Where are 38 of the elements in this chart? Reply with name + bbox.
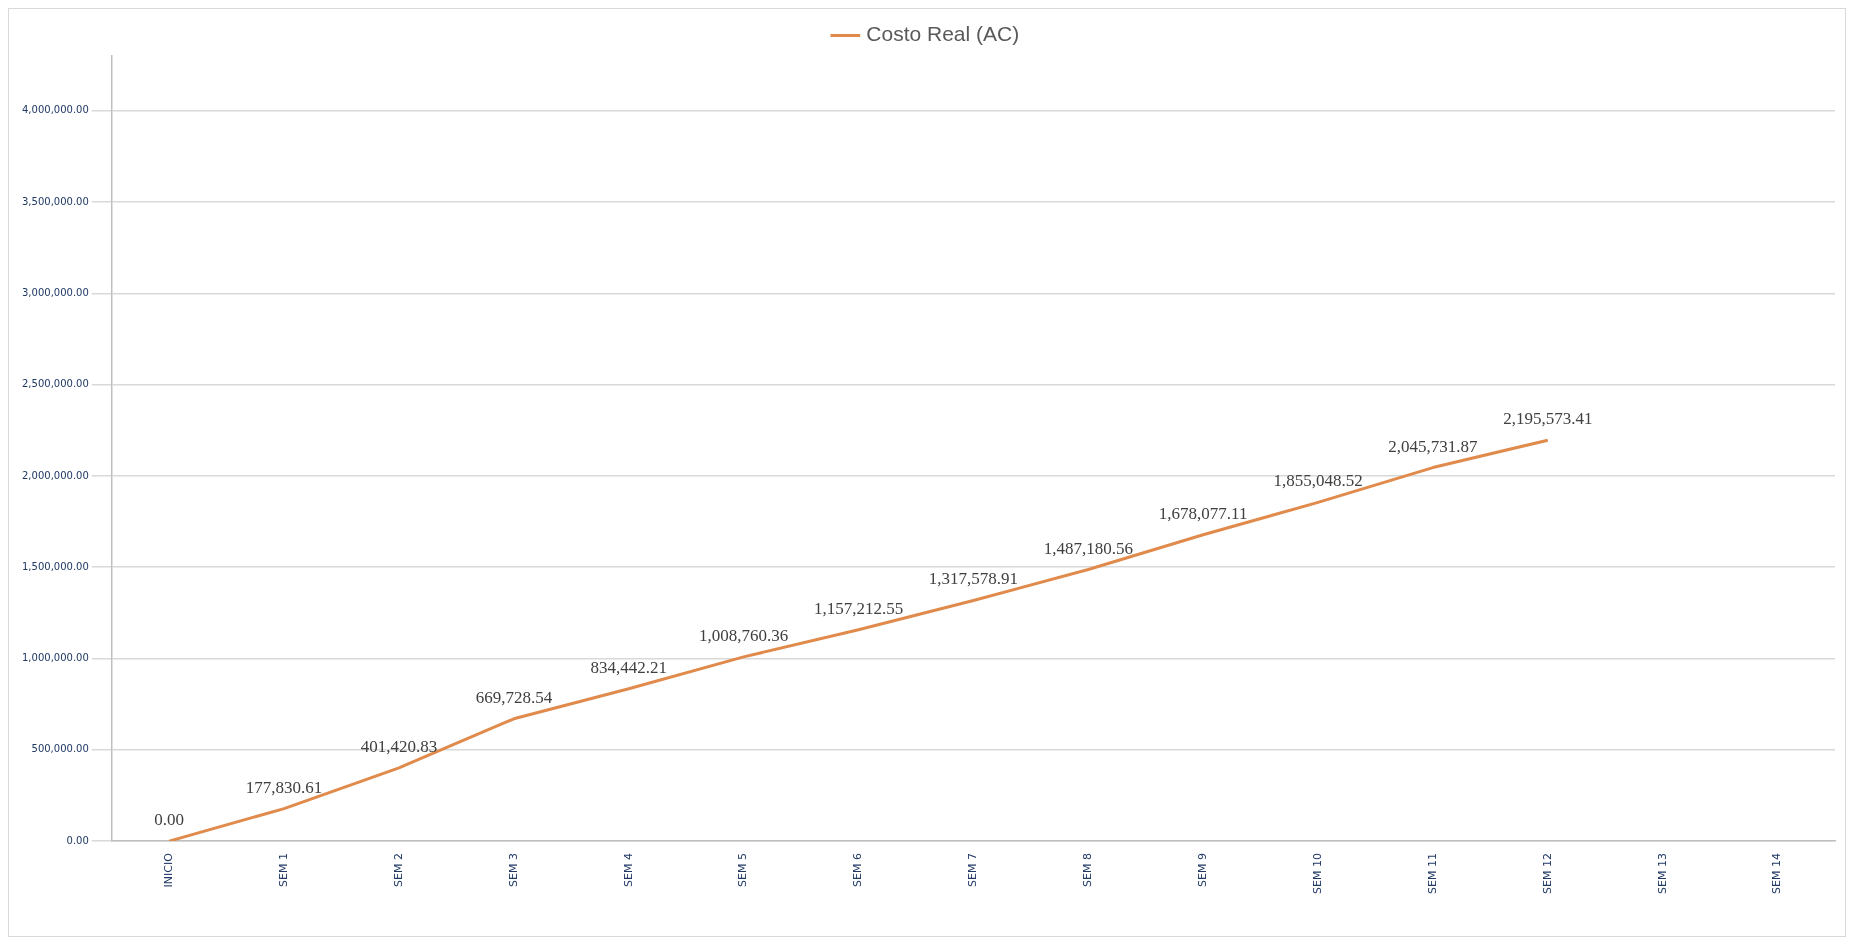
x-tick-label: SEM 12 bbox=[1540, 853, 1554, 894]
x-tick-label: SEM 4 bbox=[621, 853, 635, 887]
x-tick-label: SEM 14 bbox=[1770, 853, 1784, 894]
y-tick-label: 2,500,000.00 bbox=[22, 378, 89, 390]
data-label: 1,678,077.11 bbox=[1158, 503, 1248, 523]
y-tick-label: 0.00 bbox=[66, 834, 89, 846]
data-label: 2,045,731.87 bbox=[1388, 436, 1479, 456]
x-tick-label: SEM 13 bbox=[1655, 853, 1669, 894]
data-label: 1,855,048.52 bbox=[1273, 471, 1363, 491]
data-label: 1,487,180.56 bbox=[1043, 538, 1133, 558]
x-tick-label: SEM 8 bbox=[1081, 853, 1095, 887]
x-tick-label: SEM 9 bbox=[1196, 853, 1210, 887]
data-label: 177,830.61 bbox=[245, 777, 323, 797]
y-tick-label: 1,500,000.00 bbox=[22, 560, 89, 572]
x-tick-label: SEM 5 bbox=[736, 853, 750, 887]
data-label: 2,195,573.41 bbox=[1503, 409, 1593, 429]
x-tick-label: SEM 7 bbox=[966, 853, 980, 887]
legend-label: Costo Real (AC) bbox=[866, 22, 1020, 46]
data-label: 1,157,212.55 bbox=[813, 598, 904, 618]
y-tick-label: 2,000,000.00 bbox=[22, 469, 89, 481]
x-tick-label: SEM 3 bbox=[506, 853, 520, 887]
x-tick-label: SEM 10 bbox=[1310, 853, 1324, 894]
y-tick-label: 3,000,000.00 bbox=[22, 286, 89, 298]
x-tick-label: SEM 2 bbox=[391, 853, 405, 887]
x-tick-label: INICIO bbox=[162, 852, 176, 888]
x-tick-label: SEM 1 bbox=[276, 853, 290, 887]
data-label: 1,317,578.91 bbox=[928, 569, 1019, 589]
data-label: 834,442.21 bbox=[590, 657, 668, 677]
x-tick-label: SEM 11 bbox=[1425, 853, 1439, 894]
x-tick-label: SEM 6 bbox=[851, 853, 865, 887]
data-label: 0.00 bbox=[154, 810, 185, 830]
data-label: 669,728.54 bbox=[475, 687, 553, 707]
data-label: 1,008,760.36 bbox=[699, 625, 789, 645]
y-tick-label: 4,000,000.00 bbox=[22, 104, 89, 116]
y-tick-label: 500,000.00 bbox=[31, 743, 89, 755]
data-label: 401,420.83 bbox=[360, 736, 438, 756]
y-tick-label: 1,000,000.00 bbox=[22, 652, 89, 664]
y-tick-label: 3,500,000.00 bbox=[22, 195, 89, 207]
